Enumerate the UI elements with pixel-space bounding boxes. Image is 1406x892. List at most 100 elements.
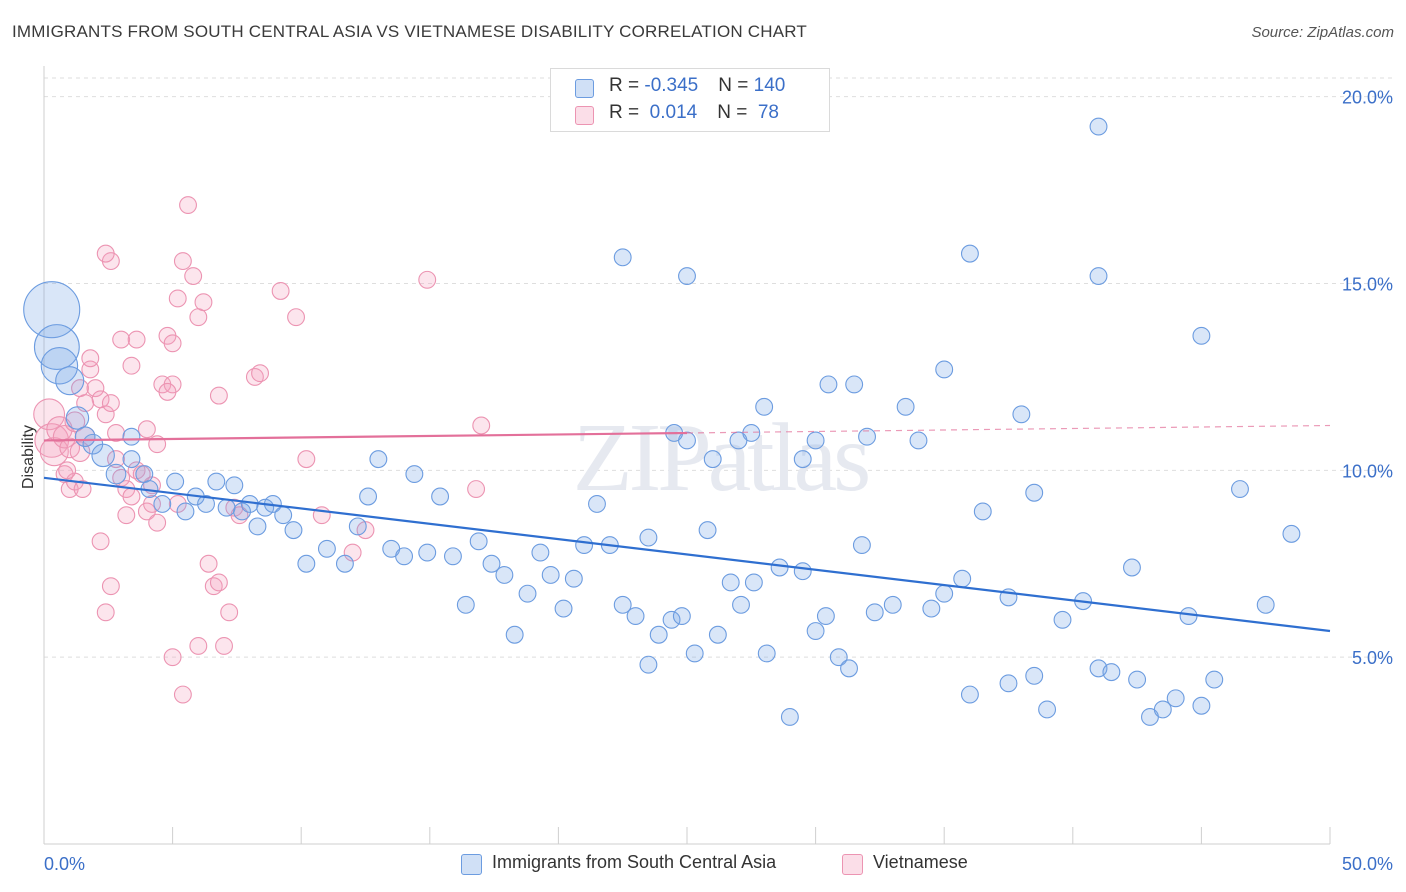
data-point [225,476,244,495]
data-point [1256,595,1275,614]
data-point [639,655,658,674]
data-point [960,685,979,704]
data-point [284,521,303,540]
data-point [55,366,85,396]
data-point [883,595,902,614]
data-point [922,599,941,618]
data-point [588,495,606,513]
data-point [806,431,825,450]
data-point [91,532,110,551]
data-point [909,431,928,450]
data-point [698,521,717,540]
data-point [935,584,954,603]
legend-n-value-blue: 140 [753,75,786,96]
data-point [613,248,632,267]
data-point [233,502,251,521]
watermark: ZIPatlas [573,404,868,512]
data-point [207,472,226,491]
data-point [215,637,233,655]
data-point [1153,700,1172,719]
data-point [626,607,645,626]
data-point [127,330,146,349]
x-tick-labels: 0.0% 50.0% [44,854,1393,874]
x-tick-label: 50.0% [1342,854,1393,874]
data-point [1179,607,1198,626]
data-point [117,506,136,525]
legend-n-label: N = [718,75,754,96]
data-point [317,539,336,558]
data-point [819,375,838,394]
legend-swatch-pink [842,854,863,875]
series-legend: Immigrants from South Central Asia Vietn… [0,852,1406,878]
data-point [101,394,120,413]
data-point [1089,117,1108,136]
data-point [173,252,192,271]
data-point [1192,326,1211,345]
data-point [168,495,187,513]
data-point [122,450,141,469]
data-point [721,573,740,592]
data-point [148,513,167,532]
data-point [189,637,208,655]
data-point [122,356,141,375]
legend-swatch-pink [575,106,594,125]
data-point [1123,558,1141,577]
data-point [153,495,172,513]
y-tick-label: 15.0% [1342,275,1393,295]
data-point [73,480,92,498]
data-point [845,375,864,394]
data-point [744,573,763,592]
y-tick-labels: 5.0% 10.0% 15.0% 20.0% [1342,88,1393,668]
data-point [858,427,876,446]
grid-lines [44,77,1392,658]
data-point [708,625,727,644]
data-point [335,554,354,573]
data-point [999,674,1018,693]
data-point [251,364,269,383]
legend-n-value-pink: 78 [752,102,779,123]
trend-line-vietnamese-extension [686,424,1331,434]
trend-line-immigrants [43,476,1331,633]
data-point [1102,663,1121,682]
data-point [359,487,378,506]
data-point [189,308,208,327]
data-point [418,543,437,562]
data-point [101,577,120,596]
data-point [179,196,197,214]
legend-r-label: R = [609,102,645,123]
chart-title: IMMIGRANTS FROM SOUTH CENTRAL ASIA VS VI… [12,22,808,41]
data-point [163,334,182,353]
data-point [793,562,812,581]
legend-r-label: R = [609,75,645,96]
data-point [662,610,681,629]
data-point [742,424,761,442]
data-point [33,398,66,431]
data-point [39,437,69,467]
data-point [274,506,293,525]
data-point [297,450,316,469]
data-point [105,463,127,485]
data-point [816,607,835,626]
data-point [86,379,105,398]
data-point [1282,524,1301,543]
data-point [176,502,195,521]
y-axis-title: Disability [20,425,37,489]
data-point [495,566,514,584]
chart-source: Source: ZipAtlas.com [1251,24,1394,41]
y-tick-label: 5.0% [1352,648,1393,668]
data-point [1025,483,1044,502]
data-point [755,397,774,416]
data-point [1038,700,1057,719]
legend-swatch-blue [461,854,482,875]
data-point [122,427,141,446]
data-point [840,659,858,678]
data-point [58,461,77,480]
data-point [96,244,115,263]
data-point [217,498,236,517]
data-point [443,547,462,566]
data-point [953,569,972,588]
trend-lines [43,424,1331,633]
trend-line-vietnamese [43,431,688,442]
data-point [199,554,218,573]
